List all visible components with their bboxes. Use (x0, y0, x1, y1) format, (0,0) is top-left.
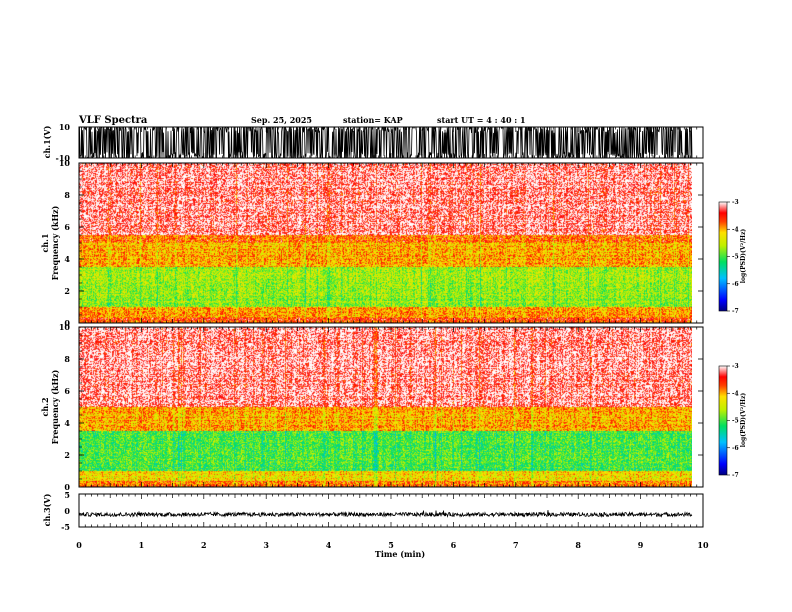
ch1-spectrogram-ytick-label: 2 (64, 286, 70, 296)
ch1-colorbar-label: log(PSD)(V²/Hz) (740, 229, 747, 284)
ch3-ytick-bottom: -5 (61, 522, 70, 532)
ch1-colorbar-gradient (718, 201, 728, 312)
ch2-colorbar-label: log(PSD)(V²/Hz) (740, 393, 747, 448)
date-label: Sep. 25, 2025 (251, 115, 312, 125)
time-tick-label: 7 (513, 540, 519, 550)
ch3-ytick-top: 5 (64, 490, 70, 500)
ch1-colorbar-tick-label: -7 (732, 308, 739, 315)
ch1-spectrogram-ylabel-channel: ch.1 (40, 233, 50, 252)
ch1-spectrogram-ylabel-frequency: Frequency (kHz) (50, 205, 60, 280)
time-axis: 0 1 2 3 4 5 6 7 8 9 10 (76, 127, 709, 550)
spectrogram-image (79, 327, 692, 487)
ch1-spectrogram-ytick-label: 10 (59, 158, 71, 168)
figure-title: VLF Spectra (78, 115, 148, 126)
time-tick-label: 0 (76, 540, 82, 550)
time-tick-label: 6 (451, 540, 457, 550)
ch1-ytick-bottom: -10 (56, 153, 71, 163)
ch2-spectrogram-ytick-label: 10 (59, 322, 71, 332)
ch2-spectrogram-ytick-label: 2 (64, 450, 70, 460)
ch1-waveform-ylabel: ch.1(V) (42, 125, 52, 158)
time-tick-label: 1 (139, 540, 145, 550)
ch2-colorbar-tick-label: -6 (732, 445, 739, 452)
ch1-spectrogram-ytick-label: 8 (64, 190, 70, 200)
ch1-colorbar-tick-label: -4 (732, 226, 739, 233)
ch3-ytick-middle: 0 (64, 506, 70, 516)
ch3-waveform-trace (79, 510, 693, 518)
ch1-waveform-trace (79, 127, 693, 158)
ch1-colorbar-tick-label: -3 (732, 199, 739, 206)
ch1-colorbar-tick-label: -6 (732, 281, 739, 288)
ch2-spectrogram-ytick-label: 0 (64, 482, 70, 492)
time-tick-label: 8 (575, 540, 581, 550)
ch1-spectrogram-ytick-label: 6 (64, 222, 70, 232)
ch2-spectrogram-panel: 0 2 4 6 8 10 ch.2 Frequency (kHz) (40, 322, 704, 492)
start-time-label: start UT = 4 : 40 : 1 (437, 115, 526, 125)
ch2-colorbar: -3 -4 -5 -6 -7 log(PSD)(V²/Hz) (718, 363, 747, 479)
time-tick-label: 9 (638, 540, 644, 550)
time-tick-label: 10 (697, 540, 709, 550)
ch2-colorbar-tick-label: -3 (732, 363, 739, 370)
time-axis-label: Time (min) (375, 549, 425, 559)
time-tick-label: 5 (388, 540, 394, 550)
ch2-spectrogram-ytick-label: 8 (64, 354, 70, 364)
ch1-colorbar: -3 -4 -5 -6 -7 log(PSD)(V²/Hz) (718, 199, 747, 315)
spectrogram-image (79, 163, 692, 323)
ch1-spectrogram-ytick-label: 0 (64, 318, 70, 328)
ch1-colorbar-tick-label: -5 (732, 254, 739, 261)
ch2-colorbar-tick-label: -7 (732, 472, 739, 479)
time-tick-label: 2 (201, 540, 207, 550)
ch2-colorbar-tick-label: -5 (732, 418, 739, 425)
time-tick-label: 3 (263, 540, 269, 550)
ch3-waveform-ylabel: ch.3(V) (42, 493, 52, 526)
time-tick-label: 4 (326, 540, 332, 550)
ch1-spectrogram-panel: 0 2 4 6 8 10 ch.1 Frequency (kHz) (40, 158, 704, 328)
ch1-ytick-top: 10 (59, 122, 71, 132)
ch2-spectrogram-ylabel-frequency: Frequency (kHz) (50, 369, 60, 444)
ch2-spectrogram-ylabel-channel: ch.2 (40, 397, 50, 416)
ch2-spectrogram-ytick-label: 4 (64, 418, 70, 428)
ch2-spectrogram-ytick-label: 6 (64, 386, 70, 396)
station-label: station= KAP (343, 115, 403, 125)
ch2-colorbar-tick-label: -4 (732, 390, 739, 397)
ch2-colorbar-gradient (718, 365, 728, 476)
ch1-spectrogram-ytick-label: 4 (64, 254, 70, 264)
